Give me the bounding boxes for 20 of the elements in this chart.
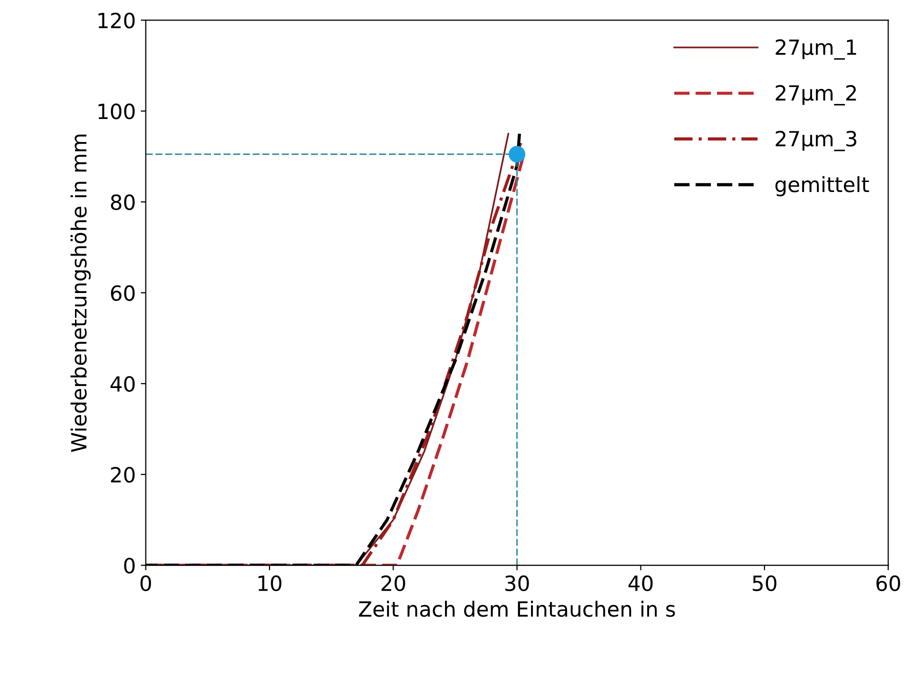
- x-tick-label: 50: [752, 575, 776, 592]
- x-axis-title: Zeit nach dem Eintauchen in s: [358, 600, 675, 617]
- y-tick-label: 100: [98, 104, 135, 120]
- x-tick-label: 10: [258, 575, 282, 592]
- y-tick-label: 80: [110, 194, 135, 210]
- y-axis-title: Wiederbenetzungshöhe in mm: [70, 134, 91, 452]
- y-tick-label: 0: [124, 558, 135, 574]
- y-tick-label: 20: [111, 466, 135, 483]
- x-tick-label: 60: [876, 575, 900, 592]
- legend-label: 27µm_1: [776, 39, 856, 60]
- x-tick-label: 0: [140, 575, 152, 592]
- y-tick-label: 60: [110, 285, 135, 301]
- legend-label: 27µm_2: [776, 85, 856, 106]
- x-tick-label: 30: [505, 575, 529, 592]
- x-tick-label: 40: [628, 575, 653, 592]
- y-tick-label: 40: [110, 376, 135, 392]
- legend-label: gemittelt: [775, 176, 869, 196]
- y-tick-label: 120: [98, 12, 135, 28]
- x-tick-label: 20: [382, 575, 406, 592]
- legend-label: 27µm_3: [776, 130, 856, 152]
